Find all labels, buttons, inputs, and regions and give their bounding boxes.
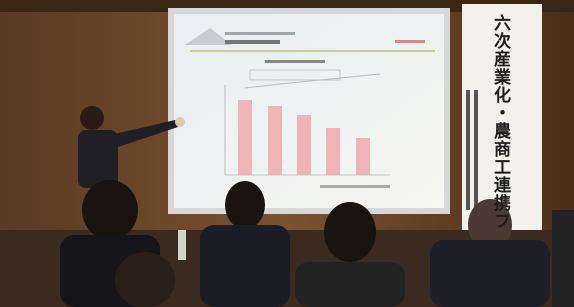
slide-bar	[297, 115, 311, 175]
slide-heading	[225, 40, 280, 44]
bottle	[178, 230, 186, 260]
slide-bar	[238, 100, 252, 175]
audience-head	[115, 252, 175, 307]
presenter-hand	[175, 117, 185, 127]
slide-note	[320, 185, 390, 188]
slide-logo	[395, 40, 425, 43]
banner-subtext	[466, 90, 470, 210]
audience-body	[552, 210, 574, 307]
banner-title: 六次産業化・農商工連携フォ	[488, 14, 513, 229]
audience-body	[295, 262, 405, 307]
audience-body	[200, 225, 290, 307]
page: {"banner": {"title": "六次産業化・農商工連携フォ"}}	[0, 0, 574, 307]
slide-rule	[190, 50, 435, 52]
slide-bar	[268, 106, 282, 175]
presenter-head	[80, 106, 104, 130]
audience-head	[225, 181, 265, 229]
audience-head	[82, 180, 138, 240]
slide-chart-title	[265, 60, 325, 63]
slide-bar	[356, 138, 370, 175]
audience-body	[430, 240, 550, 307]
slide-heading	[225, 32, 295, 35]
audience-head	[324, 202, 376, 262]
banner-subtext	[474, 90, 478, 210]
slide-bar	[326, 128, 340, 175]
